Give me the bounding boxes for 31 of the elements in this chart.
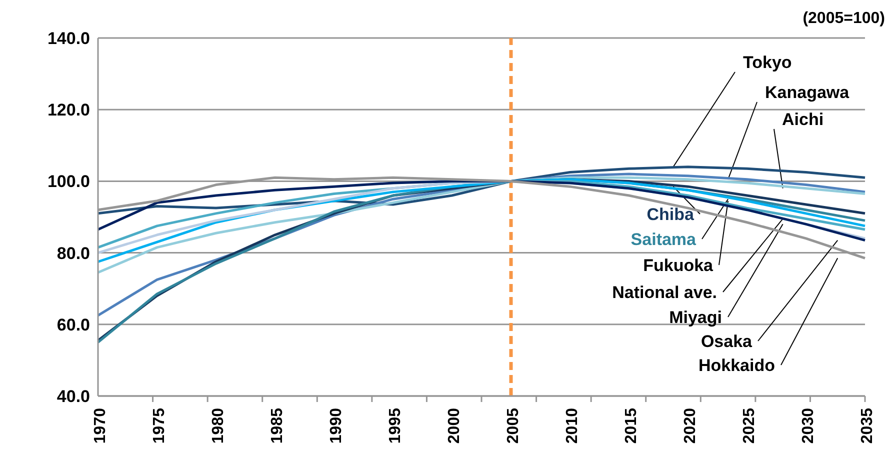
text: Aichi [782, 110, 824, 129]
x-tick-label: 2000 [446, 408, 463, 444]
x-tick-label: 1995 [387, 408, 404, 444]
y-tick-label: 40.0 [56, 387, 90, 406]
x-tick-label: 2025 [741, 408, 758, 444]
y-tick-label: 100.0 [47, 172, 90, 192]
text: Fukuoka [643, 256, 714, 275]
x-tick-label: 1970 [92, 408, 109, 444]
x-tick-label: 2015 [623, 408, 640, 444]
y-tick-label: 80.0 [56, 244, 90, 263]
text: Miyagi [669, 308, 722, 327]
text: Saitama [630, 230, 697, 249]
y-tick-label: 60.0 [56, 315, 90, 334]
x-tick-label: 1975 [151, 408, 168, 444]
series-label: Chiba [646, 205, 695, 224]
x-tick-label: 2020 [682, 408, 699, 444]
y-tick-label: 140.0 [47, 29, 90, 48]
x-tick-label: 2010 [564, 408, 581, 444]
text: Tokyo [743, 53, 792, 72]
x-tick-label: 2005 [505, 408, 522, 444]
text: National ave. [612, 283, 717, 302]
y-tick-label: 120.0 [47, 100, 90, 120]
text: Hokkaido [698, 356, 775, 375]
text: (2005=100) [802, 10, 885, 28]
x-tick-label: 1980 [210, 408, 227, 444]
text: Kanagawa [765, 83, 850, 102]
x-tick-label: 2035 [859, 408, 876, 444]
x-tick-label: 1985 [269, 408, 286, 444]
x-tick-label: 2030 [800, 408, 817, 444]
text: Osaka [700, 332, 753, 351]
x-tick-label: 1990 [328, 408, 345, 444]
